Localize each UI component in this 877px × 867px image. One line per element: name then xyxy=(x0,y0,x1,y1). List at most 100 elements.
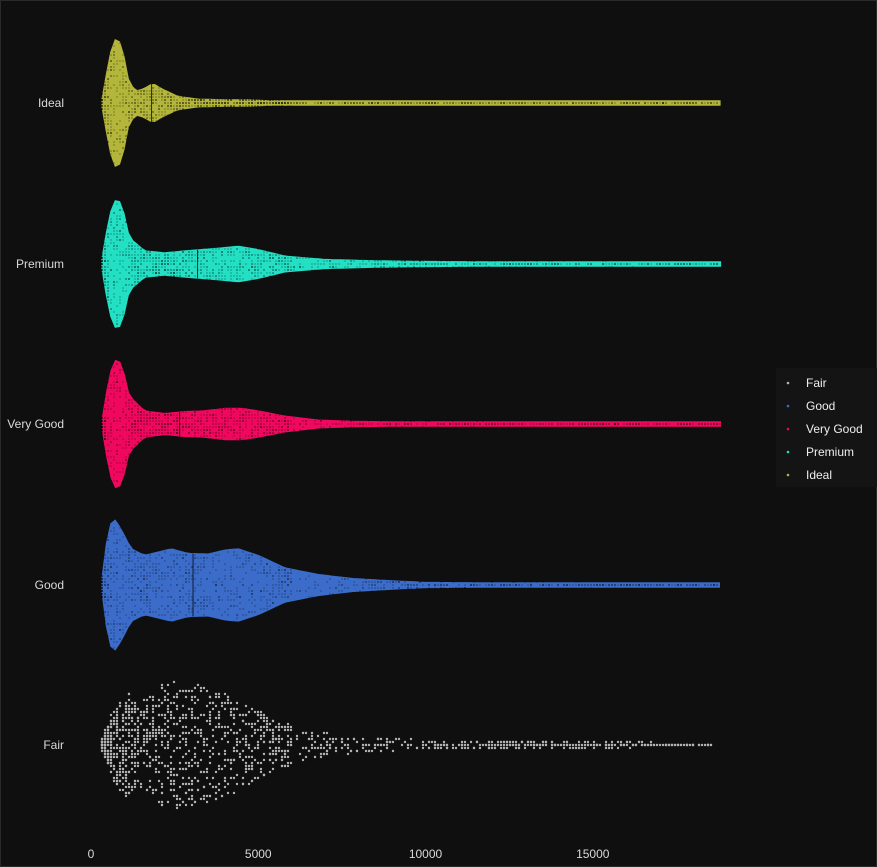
data-point xyxy=(167,105,169,107)
data-point xyxy=(188,432,190,434)
data-point xyxy=(371,102,373,104)
data-point xyxy=(578,102,580,104)
data-point xyxy=(620,102,622,104)
data-point xyxy=(605,266,607,268)
data-point xyxy=(232,776,236,780)
data-point xyxy=(197,417,199,419)
data-point xyxy=(134,563,136,565)
data-point xyxy=(518,584,520,586)
data-point xyxy=(236,102,238,104)
data-point xyxy=(215,257,217,259)
data-point xyxy=(272,102,274,104)
data-point xyxy=(202,794,206,798)
data-point xyxy=(230,269,232,271)
data-point xyxy=(113,402,115,404)
data-point xyxy=(122,551,124,553)
data-point xyxy=(104,96,106,98)
data-point xyxy=(269,417,271,419)
data-point xyxy=(119,60,121,62)
data-point xyxy=(164,423,166,425)
data-point xyxy=(470,423,472,425)
data-point xyxy=(221,408,223,410)
data-point xyxy=(533,102,535,104)
data-point xyxy=(113,75,115,77)
data-point xyxy=(386,263,388,265)
data-point xyxy=(149,602,151,604)
data-point xyxy=(107,584,109,586)
data-point xyxy=(203,599,205,601)
data-point xyxy=(149,105,151,107)
data-point xyxy=(155,269,157,271)
data-point xyxy=(166,692,170,696)
data-point xyxy=(221,278,223,280)
data-point xyxy=(110,269,112,271)
data-point xyxy=(215,105,217,107)
data-point xyxy=(263,414,265,416)
data-point xyxy=(614,584,616,586)
data-point xyxy=(241,713,245,717)
data-point xyxy=(152,93,154,95)
data-point xyxy=(440,581,442,583)
data-point xyxy=(137,93,139,95)
data-point xyxy=(272,254,274,256)
data-point xyxy=(272,105,274,107)
data-point xyxy=(212,105,214,107)
data-point xyxy=(122,111,124,113)
data-point xyxy=(104,99,106,101)
data-point xyxy=(611,584,613,586)
data-point xyxy=(194,432,196,434)
data-point xyxy=(107,381,109,383)
data-point xyxy=(119,471,121,473)
data-point xyxy=(248,417,250,419)
data-point xyxy=(224,575,226,577)
data-point xyxy=(605,584,607,586)
data-point xyxy=(107,438,109,440)
data-point xyxy=(283,764,287,768)
data-point xyxy=(200,605,202,607)
data-point xyxy=(716,102,718,104)
data-point xyxy=(260,266,262,268)
data-point xyxy=(206,420,208,422)
data-point xyxy=(473,260,475,262)
data-point xyxy=(332,266,334,268)
data-point xyxy=(128,120,130,122)
data-point xyxy=(125,114,127,116)
data-point xyxy=(128,251,130,253)
data-point xyxy=(113,45,115,47)
data-point xyxy=(107,299,109,301)
data-point xyxy=(119,272,121,274)
data-point xyxy=(101,417,103,419)
data-point xyxy=(416,587,418,589)
data-point xyxy=(437,423,439,425)
data-point xyxy=(128,405,130,407)
data-point xyxy=(380,587,382,589)
data-point xyxy=(223,692,227,696)
data-point xyxy=(121,716,125,720)
data-point xyxy=(434,102,436,104)
data-point xyxy=(221,435,223,437)
data-point xyxy=(188,596,190,598)
data-point xyxy=(377,423,379,425)
data-point xyxy=(239,263,241,265)
data-point xyxy=(218,105,220,107)
data-point xyxy=(578,584,580,586)
data-point xyxy=(236,554,238,556)
data-point xyxy=(251,566,253,568)
data-point xyxy=(116,239,118,241)
data-point xyxy=(163,722,167,726)
data-point xyxy=(695,102,697,104)
data-point xyxy=(119,527,121,529)
data-point xyxy=(127,728,131,732)
data-point xyxy=(263,608,265,610)
data-point xyxy=(290,266,292,268)
data-point xyxy=(107,450,109,452)
data-point xyxy=(260,272,262,274)
data-point xyxy=(224,426,226,428)
data-point xyxy=(170,432,172,434)
data-point xyxy=(110,218,112,220)
data-point xyxy=(122,623,124,625)
data-point xyxy=(146,260,148,262)
data-point xyxy=(182,105,184,107)
data-point xyxy=(188,426,190,428)
data-point xyxy=(203,566,205,568)
